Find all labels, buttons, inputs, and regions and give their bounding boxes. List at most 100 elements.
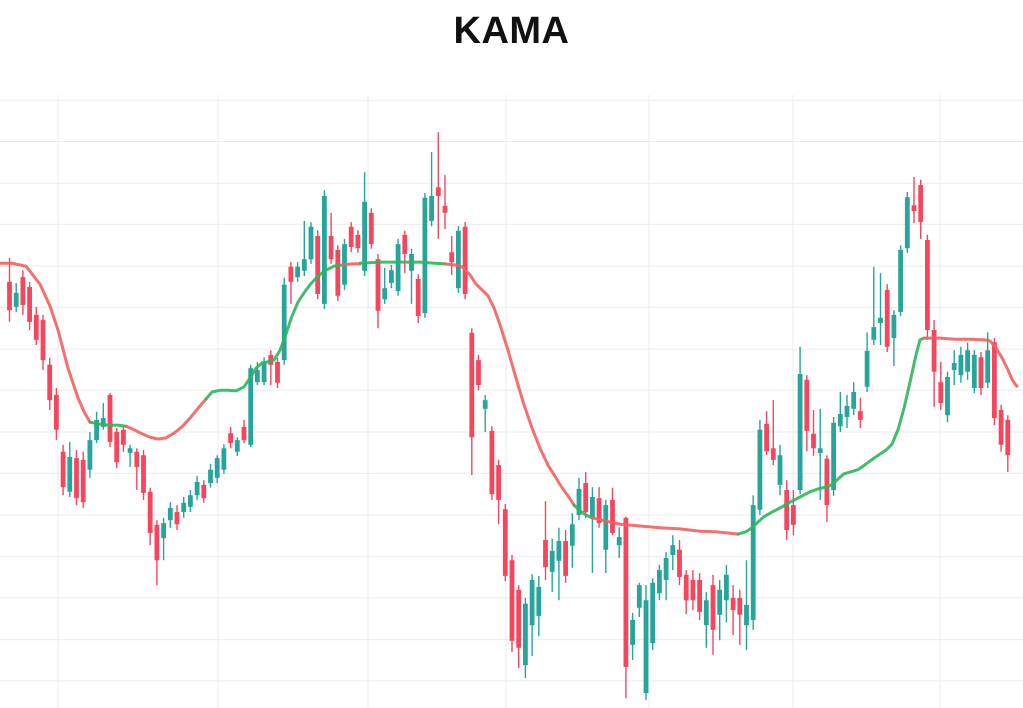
candle-body: [817, 448, 823, 453]
candle-body: [650, 582, 656, 644]
candle-body: [703, 600, 709, 626]
candle-body: [489, 430, 495, 495]
candle-down: [998, 404, 1004, 452]
candle-down: [697, 572, 702, 620]
candle-body: [429, 195, 434, 221]
candle-up: [844, 394, 850, 428]
candle-body: [837, 414, 843, 427]
candle-body: [844, 405, 850, 417]
candle-up: [636, 582, 642, 618]
candle-down: [931, 320, 937, 408]
candle-up: [817, 408, 823, 500]
candle-up: [904, 191, 910, 253]
candle-up: [603, 499, 609, 573]
candle-body: [382, 288, 388, 300]
candle-down: [583, 472, 589, 518]
candle-body: [114, 432, 120, 463]
candle-up: [67, 441, 73, 497]
candle-up: [167, 502, 173, 528]
candle-body: [951, 363, 957, 370]
candle-up: [757, 419, 763, 515]
candle-body: [757, 429, 763, 510]
candle-down: [476, 354, 481, 391]
candle-down: [911, 176, 917, 224]
candle-body: [590, 497, 595, 518]
candle-body: [449, 252, 455, 263]
candle-body: [697, 579, 702, 612]
candle-down: [918, 179, 924, 239]
candle-body: [422, 197, 428, 314]
candle-down: [677, 539, 682, 586]
candle-down: [147, 487, 153, 546]
candle-down: [33, 306, 39, 346]
candle-down: [335, 245, 341, 301]
candle-down: [764, 411, 769, 456]
candle-body: [241, 426, 247, 441]
candle-body: [121, 429, 126, 445]
candle-up: [308, 222, 314, 264]
candle-body: [677, 549, 682, 578]
candle-down: [348, 222, 354, 253]
candle-down: [174, 505, 180, 531]
candle-body: [60, 451, 66, 488]
candle-down: [1005, 415, 1011, 473]
candle-up: [87, 432, 93, 478]
candle-body: [992, 342, 997, 419]
candle-down: [858, 397, 863, 428]
candle-down: [154, 520, 160, 586]
candle-up: [194, 476, 200, 500]
candle-body: [208, 469, 213, 484]
candle-body: [858, 411, 863, 420]
candle-down: [811, 410, 816, 456]
candle-up: [529, 574, 535, 656]
candle-body: [362, 201, 367, 271]
candle-down: [978, 352, 984, 395]
candle-body: [724, 574, 729, 601]
kama-segment-up: [736, 336, 926, 536]
candle-up: [590, 487, 595, 573]
candle-up: [382, 267, 388, 304]
candle-body: [127, 448, 133, 453]
candle-up: [395, 238, 401, 296]
candle-body: [811, 433, 816, 449]
candle-body: [7, 281, 12, 311]
candle-up: [777, 444, 783, 496]
candle-down: [328, 212, 334, 264]
candle-down: [770, 400, 776, 466]
candles-layer: [7, 132, 1011, 700]
candle-body: [201, 484, 207, 499]
candle-body: [255, 369, 260, 383]
candle-body: [288, 266, 294, 282]
candle-down: [938, 361, 944, 410]
candle-down: [469, 328, 475, 475]
candle-body: [188, 495, 193, 507]
candle-body: [904, 197, 910, 249]
candle-body: [884, 289, 890, 347]
candle-body: [971, 354, 977, 388]
candle-up: [630, 613, 635, 660]
candle-up: [576, 477, 582, 521]
candle-body: [663, 557, 669, 580]
candle-body: [777, 455, 783, 485]
candle-body: [275, 361, 280, 383]
candle-body: [415, 278, 421, 317]
candle-down: [596, 487, 602, 528]
candle-body: [496, 465, 501, 500]
candle-down: [509, 555, 515, 652]
kama-segment-up: [358, 260, 447, 266]
candle-body: [770, 448, 776, 460]
candle-up: [208, 463, 213, 488]
candle-body: [462, 226, 468, 294]
candle-body: [134, 451, 140, 467]
candle-body: [87, 440, 93, 470]
candle-body: [543, 539, 548, 568]
candle-down: [141, 450, 146, 500]
candle-up: [214, 455, 220, 484]
candle-body: [281, 284, 287, 361]
candle-body: [181, 502, 187, 513]
candle-up: [409, 248, 414, 304]
candle-down: [710, 574, 716, 655]
candle-body: [27, 287, 32, 322]
candle-body: [750, 505, 756, 620]
kama-segment-down: [0, 261, 92, 424]
